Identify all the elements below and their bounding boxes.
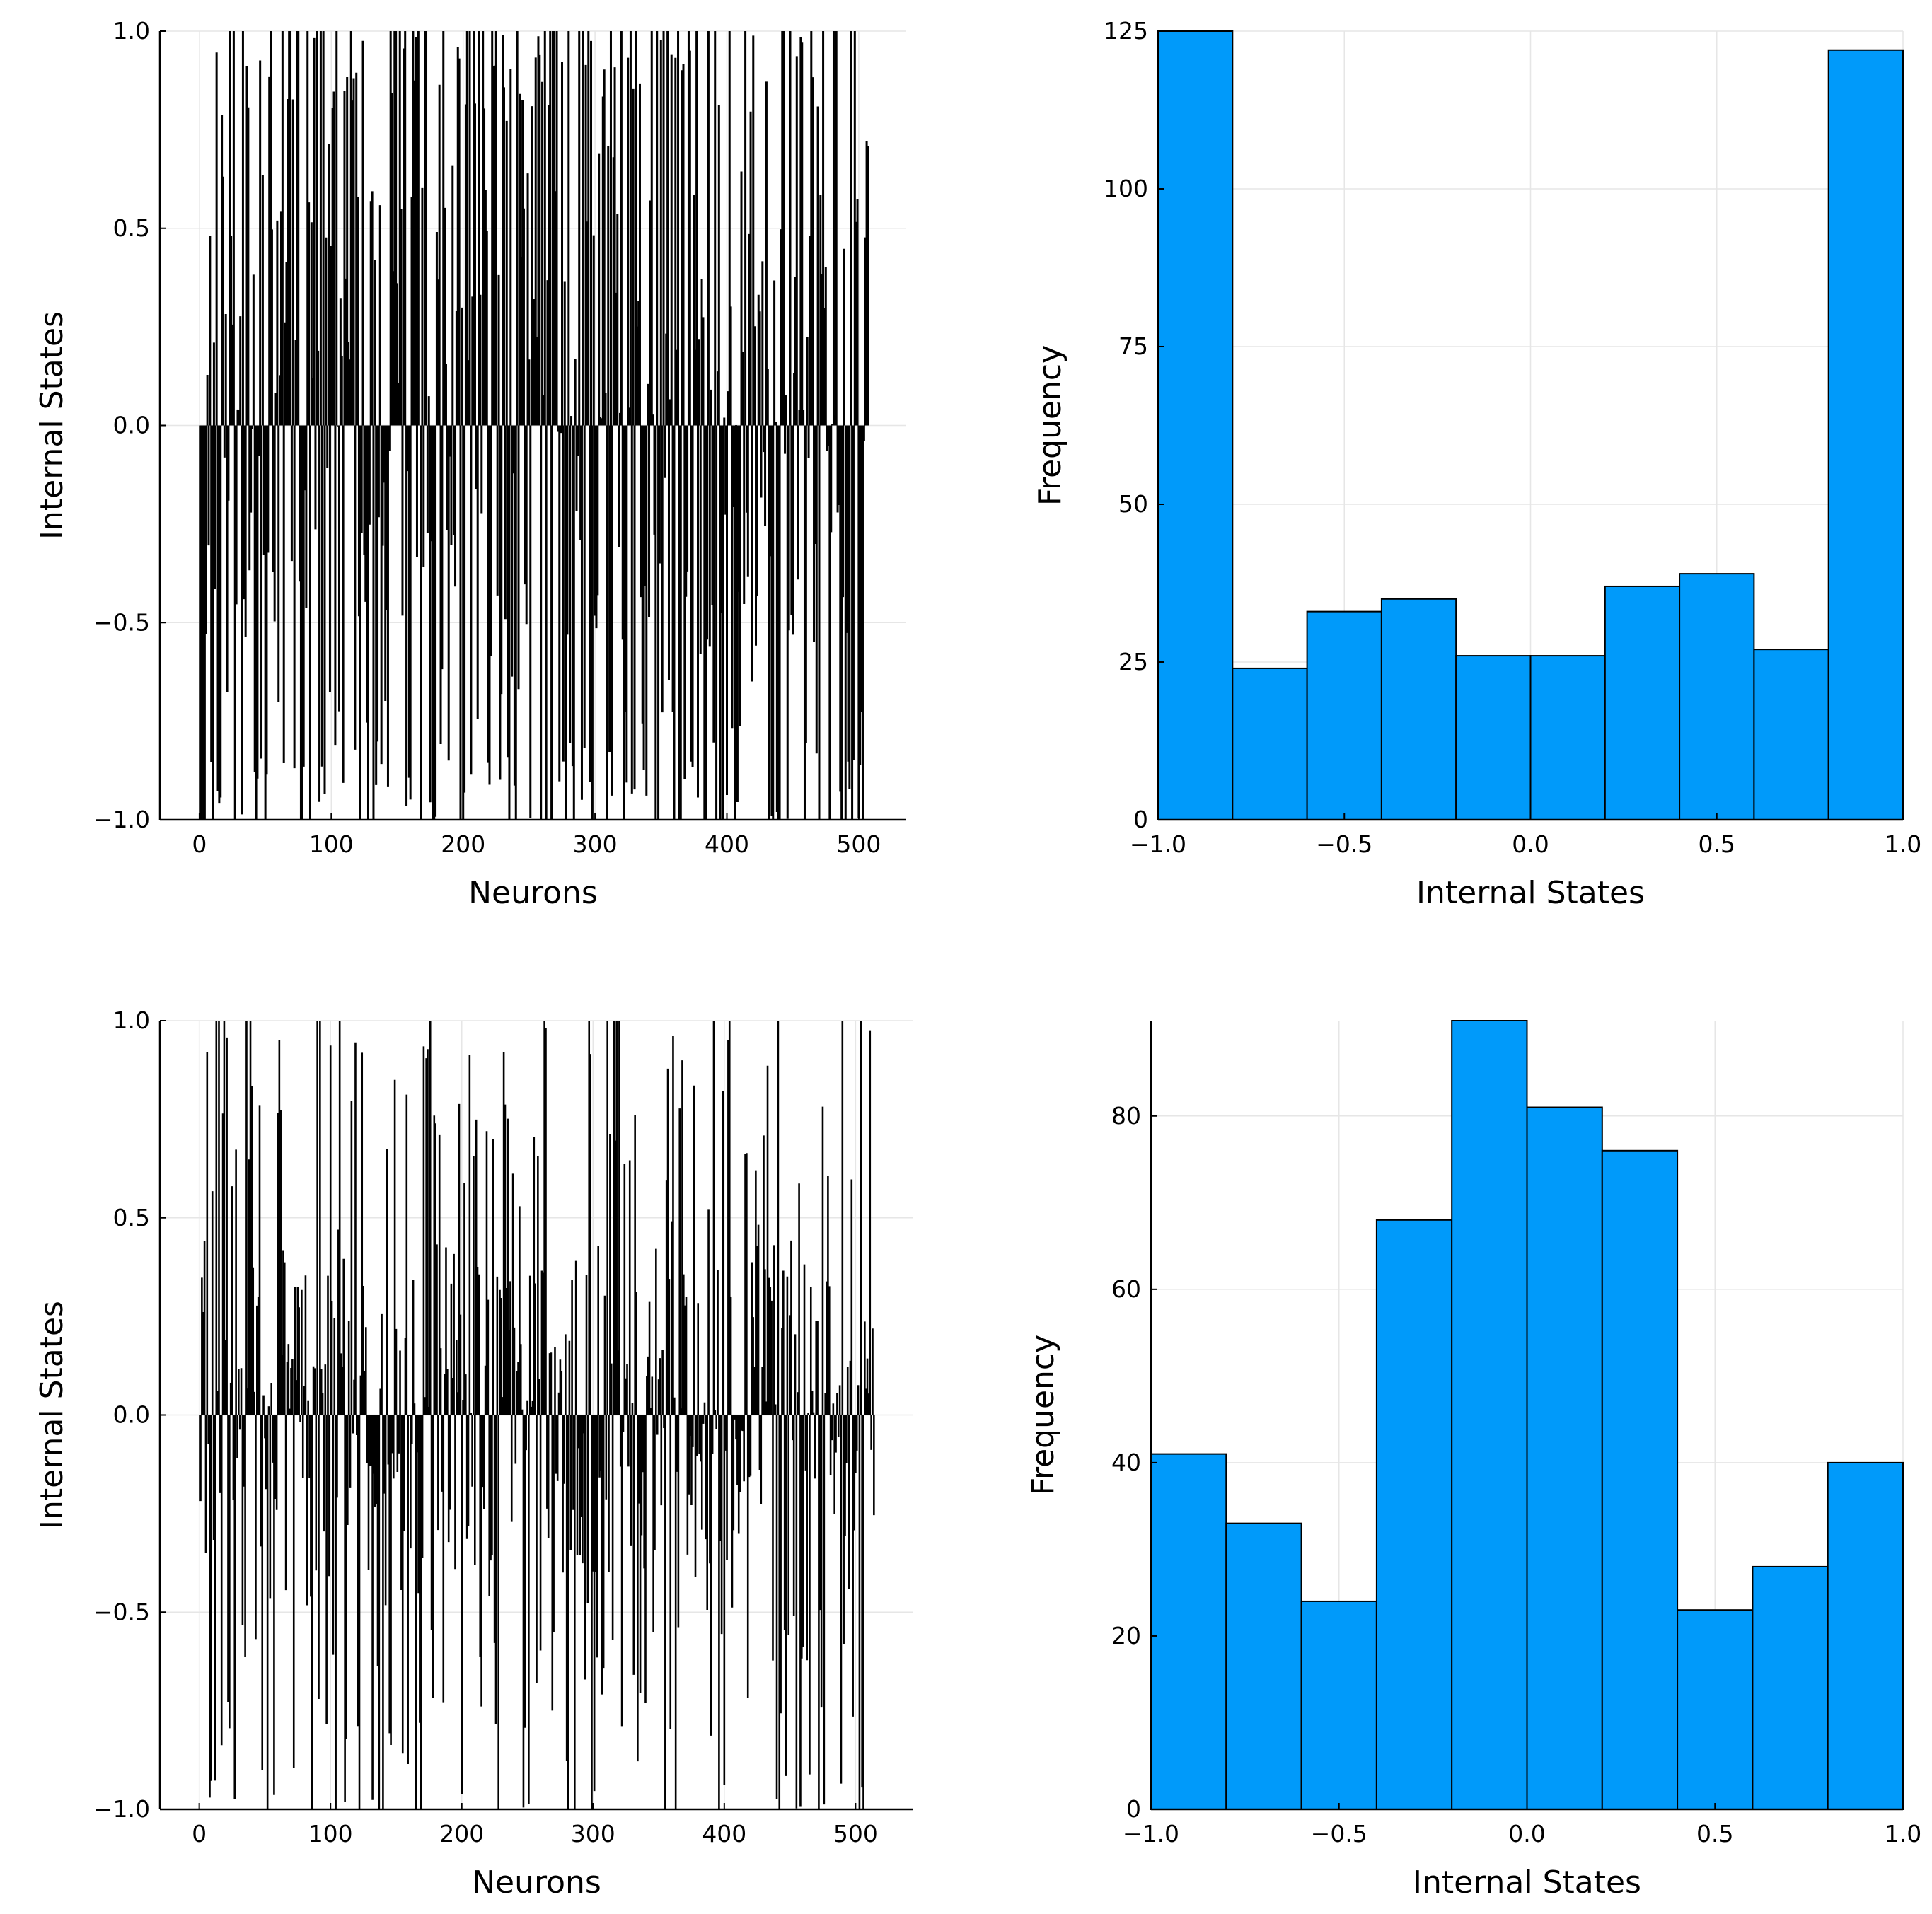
x-tick-label: 300	[573, 830, 618, 858]
histogram-bar	[1529, 655, 1606, 821]
histogram-bar	[1451, 1020, 1528, 1810]
y-tick-label: 20	[1111, 1622, 1141, 1649]
y-tick-label: −0.5	[93, 1598, 150, 1625]
x-tick-label: −1.0	[1123, 1820, 1179, 1848]
x-axis-label: Neurons	[468, 875, 598, 911]
histogram-bar	[1455, 655, 1532, 821]
x-tick-label: 0	[192, 830, 207, 858]
y-tick-label: −1.0	[93, 806, 150, 833]
y-tick-label: 25	[1118, 648, 1148, 675]
x-axis-label: Internal States	[1416, 875, 1645, 911]
y-axis-label: Internal States	[34, 311, 70, 540]
y-tick-label: 80	[1111, 1102, 1141, 1130]
neuron-states-plot-top: 0 100 200 300 400 500 −1.0 −0.5 0.0 0.5 1.0 Neurons…	[34, 17, 906, 911]
x-tick-label: −1.0	[1130, 830, 1186, 858]
y-axis-label: Frequency	[1032, 345, 1068, 506]
sticks-series	[199, 31, 869, 820]
x-tick-label: 300	[571, 1820, 615, 1848]
histogram-bar	[1300, 1600, 1377, 1811]
y-axis-label: Internal States	[34, 1301, 70, 1529]
histogram-bar	[1225, 1522, 1302, 1811]
histogram-bar	[1150, 1453, 1227, 1811]
y-tick-label: 0	[1126, 1795, 1141, 1823]
histogram-bar	[1827, 49, 1904, 820]
histogram-bar	[1604, 585, 1681, 821]
x-tick-label: 200	[441, 830, 485, 858]
y-tick-label: 0.5	[113, 214, 150, 242]
x-tick-label: 0.0	[1508, 1820, 1545, 1848]
x-tick-label: 0	[192, 1820, 207, 1848]
histogram-bar	[1157, 30, 1234, 820]
y-tick-label: 0.5	[113, 1204, 150, 1231]
histogram-bar	[1677, 1609, 1754, 1810]
y-tick-label: −0.5	[93, 608, 150, 636]
neuron-states-plot-bottom: 0 100 200 300 400 500 −1.0 −0.5 0.0 0.5 1.0 Neurons…	[34, 1007, 913, 1901]
histogram-bar	[1601, 1149, 1679, 1811]
y-tick-label: 0	[1133, 806, 1148, 833]
x-tick-label: 100	[309, 830, 354, 858]
y-tick-label: 0.0	[113, 1401, 150, 1429]
x-tick-label: 0.5	[1696, 1820, 1733, 1848]
y-tick-label: 50	[1118, 490, 1148, 518]
x-tick-label: 100	[308, 1820, 353, 1848]
histogram-bar	[1380, 598, 1457, 820]
x-tick-label: 0.5	[1699, 830, 1735, 858]
x-axis-label: Neurons	[472, 1864, 601, 1901]
y-tick-label: −1.0	[93, 1795, 150, 1823]
x-tick-label: 200	[439, 1820, 484, 1848]
frequency-histogram-bottom: −1.0 −0.5 0.0 0.5 1.0 0 20 40 60 80 Internal State…	[1025, 1020, 1921, 1901]
histogram-bar	[1375, 1219, 1453, 1811]
y-axis-label: Frequency	[1025, 1335, 1061, 1495]
x-tick-label: 1.0	[1885, 830, 1921, 858]
histogram-bar	[1827, 1461, 1904, 1811]
y-tick-label: 1.0	[113, 1007, 150, 1034]
x-tick-label: −0.5	[1316, 830, 1372, 858]
histogram-bar	[1679, 573, 1755, 820]
x-tick-label: −0.5	[1311, 1820, 1367, 1848]
x-tick-label: 400	[702, 1820, 746, 1848]
y-tick-label: 75	[1118, 332, 1148, 360]
histogram-bar	[1752, 1565, 1829, 1811]
x-tick-label: 500	[833, 1820, 878, 1848]
x-tick-label: 500	[836, 830, 881, 858]
y-tick-label: 60	[1111, 1275, 1141, 1303]
y-tick-label: 100	[1104, 175, 1148, 202]
y-tick-label: 40	[1111, 1449, 1141, 1476]
histogram-bar	[1232, 667, 1308, 820]
x-axis-label: Internal States	[1413, 1864, 1641, 1901]
x-tick-label: 400	[705, 830, 749, 858]
histogram-bar	[1306, 610, 1382, 820]
histogram-bar	[1753, 649, 1829, 820]
y-tick-label: 1.0	[113, 17, 150, 45]
y-tick-label: 125	[1104, 17, 1148, 45]
sticks-series	[199, 1021, 875, 1809]
histogram-bar	[1526, 1106, 1603, 1810]
x-tick-label: 1.0	[1885, 1820, 1921, 1848]
y-tick-label: 0.0	[113, 412, 150, 439]
x-tick-label: 0.0	[1512, 830, 1549, 858]
frequency-histogram-top: −1.0 −0.5 0.0 0.5 1.0 0 25 50 75 100 125 Internal S…	[1032, 17, 1921, 911]
